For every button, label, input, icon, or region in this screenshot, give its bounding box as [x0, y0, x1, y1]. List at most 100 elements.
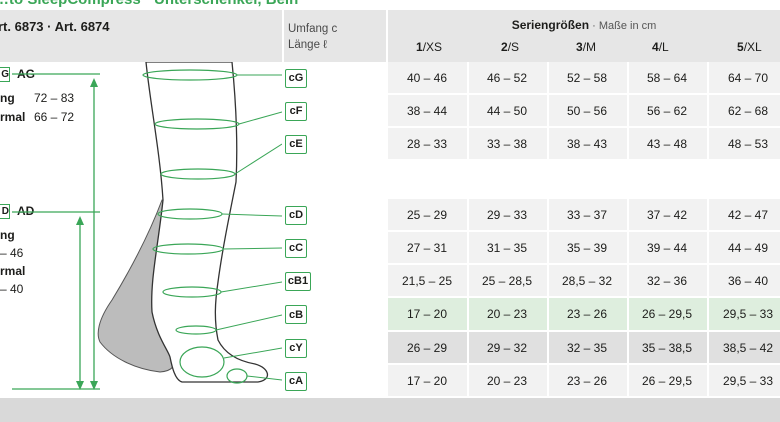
- size-value-cell: 25 – 29: [406, 207, 448, 222]
- cell-separator: [627, 232, 629, 263]
- size-value-cell: 29 – 33: [486, 207, 528, 222]
- cell-separator: [627, 95, 629, 126]
- size-value-cell: 37 – 42: [646, 207, 688, 222]
- table-row-cy: cY 26 – 29 29 – 32 32 – 35 35 – 38,5 38,5 – 4…: [282, 332, 780, 365]
- size-value-cell: 25 – 28,5: [481, 273, 533, 288]
- ca-connector: [246, 375, 282, 381]
- cb-connector: [215, 314, 282, 331]
- size-value-cell: 29,5 – 33: [722, 307, 774, 321]
- size-value-cell: 23 – 26: [566, 373, 608, 388]
- size-value-cell: 26 – 29,5: [641, 373, 693, 388]
- cc-connector: [222, 247, 282, 250]
- divider-middle: [386, 10, 388, 398]
- table-row-cf: cF 38 – 44 44 – 50 50 – 56 56 – 62 62 – 68: [282, 95, 780, 128]
- ad-line4: – 40: [0, 282, 24, 296]
- size-value-cell: 29,5 – 33: [722, 373, 774, 388]
- size-value-cell: 20 – 23: [486, 307, 528, 321]
- divider-left: [282, 10, 284, 398]
- size-value-cell: 17 – 20: [406, 307, 448, 321]
- cell-separator: [467, 332, 469, 363]
- cell-separator: [627, 199, 629, 230]
- size-value-cell: 21,5 – 25: [401, 273, 453, 288]
- title-strip: …to SleepCompress · Unterschenkel, Bein: [0, 0, 780, 10]
- cell-separator: [467, 298, 469, 330]
- size-value-cell: 38 – 44: [406, 103, 448, 118]
- size-value-cell: 32 – 35: [566, 340, 608, 355]
- series-header: Seriengrößen · Maße in cm 1/XS 2/S 3/M 4…: [388, 10, 780, 62]
- ad-arrow-head-top: [76, 216, 84, 225]
- measure-code-badge: cG: [285, 68, 307, 88]
- table-row-ca: cA 17 – 20 20 – 23 23 – 26 26 – 29,5 29,5 – 3…: [282, 365, 780, 398]
- cell-separator: [707, 62, 709, 93]
- cell-separator: [627, 332, 629, 363]
- size-value-cell: 38 – 43: [566, 136, 608, 151]
- cell-separator: [707, 332, 709, 363]
- size-label-2: 2/S: [501, 40, 520, 54]
- series-title: Seriengrößen · Maße in cm: [388, 18, 780, 32]
- size-value-cell: 28,5 – 32: [561, 273, 613, 288]
- measure-code-badge: cY: [285, 338, 307, 358]
- table-row-ce: cE 28 – 33 33 – 38 38 – 43 43 – 48 48 – 53: [282, 128, 780, 161]
- size-value-cell: 33 – 37: [566, 207, 608, 222]
- size-value-cell: 27 – 31: [406, 240, 448, 255]
- ag-line1: ng 72 – 83: [0, 91, 75, 105]
- leg-illustration: [12, 62, 282, 390]
- size-value-cell: 26 – 29,5: [641, 307, 693, 321]
- cell-separator: [707, 265, 709, 296]
- cell-separator: [467, 128, 469, 159]
- cd-connector: [221, 213, 282, 217]
- measure-code-badge: cB: [285, 305, 307, 324]
- size-label-3: 3/M: [576, 40, 597, 54]
- ad-arrow-head-bottom: [76, 381, 84, 390]
- umfang-label: Umfang c: [288, 23, 338, 35]
- size-value-cell: 17 – 20: [406, 373, 448, 388]
- table-row-cb: cB 17 – 20 20 – 23 23 – 26 26 – 29,5 29,5 – 3…: [282, 298, 780, 332]
- cell-separator: [707, 128, 709, 159]
- cell-separator: [547, 265, 549, 296]
- measurement-header: Umfang c Länge ℓ: [282, 10, 386, 62]
- size-value-cell: 33 – 38: [486, 136, 528, 151]
- size-value-cell: 50 – 56: [566, 103, 608, 118]
- cell-separator: [707, 95, 709, 126]
- cell-separator: [467, 232, 469, 263]
- size-value-cell: 23 – 26: [566, 307, 608, 321]
- cell-separator: [467, 95, 469, 126]
- ce-connector: [234, 143, 282, 175]
- measure-code-badge: cA: [285, 371, 307, 391]
- size-label-4: 4/L: [652, 40, 669, 54]
- size-value-cell: 62 – 68: [727, 103, 769, 118]
- cell-separator: [467, 62, 469, 93]
- measure-code-badge: cB1: [285, 271, 311, 291]
- cell-separator: [707, 365, 709, 396]
- ag-arrow-head-top: [90, 78, 98, 87]
- size-value-cell: 36 – 40: [727, 273, 769, 288]
- size-value-cell: 35 – 39: [566, 240, 608, 255]
- cell-separator: [547, 128, 549, 159]
- cf-connector: [238, 111, 282, 125]
- ag-line2: rmal 66 – 72: [0, 110, 75, 124]
- page-title: …to SleepCompress · Unterschenkel, Bein: [0, 0, 298, 8]
- bottom-bar: [0, 398, 780, 422]
- size-value-cell: 29 – 32: [486, 340, 528, 355]
- cell-separator: [547, 232, 549, 263]
- cell-separator: [547, 62, 549, 93]
- measure-code-badge: cF: [285, 101, 307, 121]
- leg-outline: [145, 62, 269, 383]
- size-value-cell: 43 – 48: [646, 136, 688, 151]
- cy-connector: [223, 347, 282, 359]
- cell-separator: [547, 365, 549, 396]
- ag-box: G: [0, 67, 10, 82]
- size-value-cell: 32 – 36: [646, 273, 688, 288]
- table-row-cd: cD 25 – 29 29 – 33 33 – 37 37 – 42 42 – 47: [282, 199, 780, 232]
- size-value-cell: 31 – 35: [486, 240, 528, 255]
- size-value-cell: 28 – 33: [406, 136, 448, 151]
- size-value-cell: 42 – 47: [727, 207, 769, 222]
- size-value-cell: 52 – 58: [566, 70, 608, 85]
- size-value-cell: 44 – 50: [486, 103, 528, 118]
- size-value-cell: 56 – 62: [646, 103, 688, 118]
- table-row-cg: cG 40 – 46 46 – 52 52 – 58 58 – 64 64 – 70: [282, 62, 780, 95]
- article-label: rt. 6873 · Art. 6874: [0, 19, 110, 34]
- size-value-cell: 35 – 38,5: [641, 340, 693, 355]
- laenge-label: Länge ℓ: [288, 39, 327, 51]
- cell-separator: [627, 128, 629, 159]
